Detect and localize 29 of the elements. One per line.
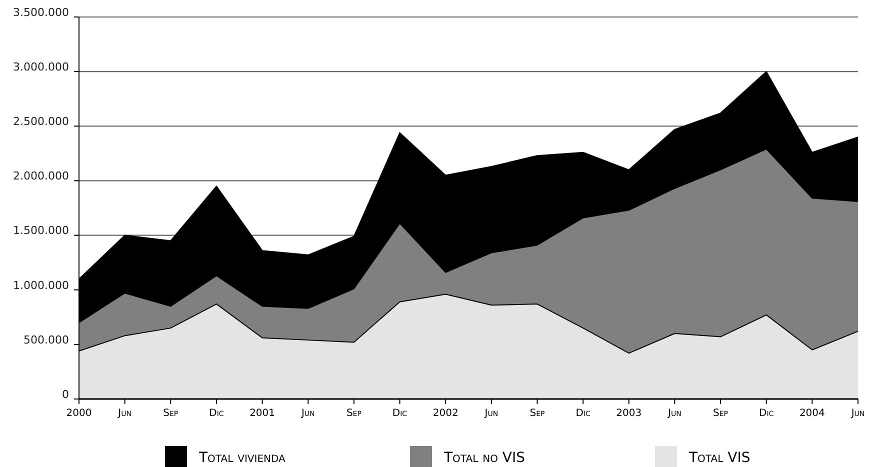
y-tick-label: 1.000.000 — [13, 278, 69, 292]
y-tick-label: 3.000.000 — [13, 60, 69, 74]
x-tick-label: 2000 — [66, 408, 92, 419]
legend-label: Total vivienda — [198, 450, 286, 466]
y-tick-label: 1.500.000 — [13, 224, 69, 238]
x-tick-label: Dic — [392, 408, 408, 419]
y-tick-label: 2.000.000 — [13, 170, 69, 183]
x-tick-label: Dic — [209, 408, 224, 419]
x-tick-label: Sep — [530, 408, 545, 419]
x-tick-label: Sep — [713, 408, 728, 419]
x-tick-label: Sep — [346, 408, 362, 419]
x-tick-label: Jun — [484, 408, 498, 419]
x-tick-label: Sep — [163, 408, 178, 419]
x-tick-label: 2004 — [799, 408, 825, 419]
x-tick-label: Jun — [117, 408, 132, 419]
y-tick-label: 2.500.000 — [13, 115, 69, 128]
x-tick-label: 2003 — [616, 408, 642, 419]
x-tick-label: Jun — [300, 408, 315, 419]
x-tick-label: 2001 — [250, 408, 276, 419]
x-tick-label: Dic — [576, 408, 590, 419]
x-tick-label: Jun — [667, 408, 682, 419]
y-tick-label: 500.000 — [24, 333, 69, 346]
legend-label: Total VIS — [688, 450, 750, 466]
x-tick-label: 2002 — [432, 408, 458, 419]
y-tick-label: 0 — [62, 388, 69, 401]
x-tick-label: Dic — [759, 408, 774, 419]
y-tick-label: 3.500.000 — [13, 6, 69, 19]
x-tick-label: Jun — [850, 408, 865, 419]
legend-label: Total no VIS — [443, 450, 526, 466]
